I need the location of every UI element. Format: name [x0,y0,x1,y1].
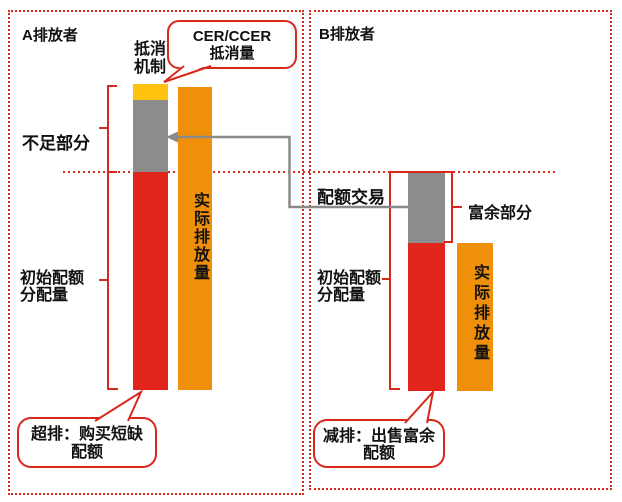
b-initial-quota-label: 初始配额 分配量 [317,270,381,304]
b-actual-emission-label: 实际排放量 [471,264,488,364]
b-reduce-callout-line1: 减排：出售富余 [322,428,435,445]
a-offset-mechanism-label: 抵消机制 [133,41,166,76]
a-shortage-label: 不足部分 [22,134,90,153]
a-initial-quota-segment [133,172,168,390]
b-initial-quota-line2: 分配量 [317,287,366,304]
a-initial-quota-label: 初始配额 分配量 [20,270,84,304]
a-offset-segment [133,84,168,100]
panel-b-border [309,10,612,490]
a-initial-quota-line2: 分配量 [20,287,69,304]
a-overemit-callout-line2: 配额 [70,444,103,461]
a-overemit-callout: 超排：购买短缺 配额 [17,417,157,468]
b-surplus-segment [408,172,445,243]
cer-ccer-offset-callout-line1: CER/CCER [192,28,272,45]
b-surplus-label: 富余部分 [468,205,533,222]
b-allocation-bar [408,172,445,391]
a-actual-emission-label: 实际排放量 [191,192,208,282]
a-overemit-callout-line1: 超排：购买短缺 [30,426,143,443]
b-initial-quota-line1: 初始配额 [317,270,382,287]
b-actual-emission-bar [457,243,493,391]
panel-a-title: A排放者 [22,27,78,44]
panel-b-title: B排放者 [319,26,375,43]
b-quota-trade-label: 配额交易 [317,188,385,207]
a-allocation-bar [133,84,168,390]
a-shortage-segment [133,100,168,172]
b-reduce-callout-line2: 配额 [362,445,395,462]
cer-ccer-offset-callout: CER/CCER 抵消量 [167,20,297,69]
cer-ccer-offset-callout-line2: 抵消量 [209,45,255,62]
a-initial-quota-line1: 初始配额 [20,270,85,287]
b-initial-quota-segment [408,243,445,391]
b-reduce-callout: 减排：出售富余 配额 [313,419,445,468]
panel-a-border [8,10,304,495]
